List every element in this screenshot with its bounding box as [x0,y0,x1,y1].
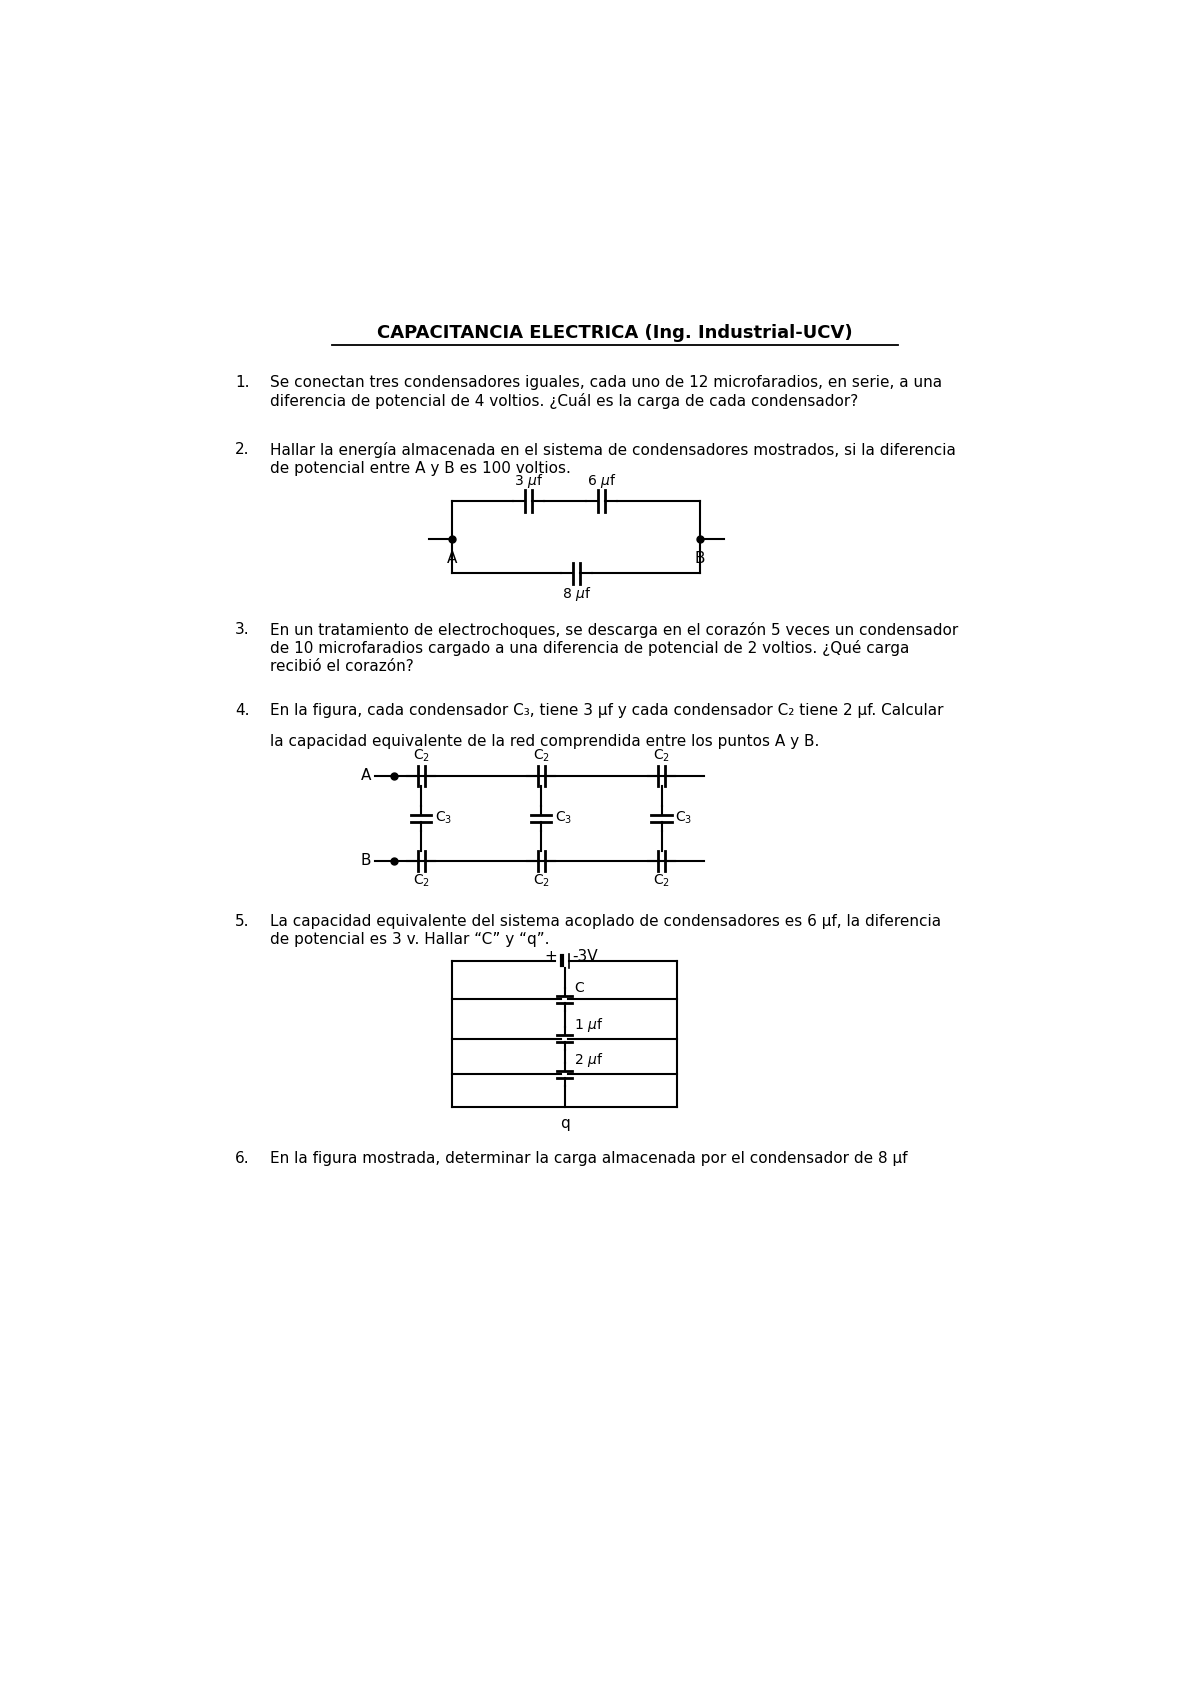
Text: CAPACITANCIA ELECTRICA (Ing. Industrial-UCV): CAPACITANCIA ELECTRICA (Ing. Industrial-… [377,324,853,341]
Text: C$_3$: C$_3$ [436,810,452,827]
Text: C$_3$: C$_3$ [676,810,692,827]
Text: -3V: -3V [572,949,598,964]
Text: 5.: 5. [235,915,250,929]
Text: Se conectan tres condensadores iguales, cada uno de 12 microfaradios, en serie, : Se conectan tres condensadores iguales, … [270,375,942,409]
Text: +: + [544,949,557,964]
Text: 4.: 4. [235,703,250,718]
Text: C$_3$: C$_3$ [556,810,572,827]
Text: 1 $\mu$f: 1 $\mu$f [574,1017,604,1034]
Text: 3.: 3. [235,621,250,637]
Text: 6.: 6. [235,1151,250,1167]
Text: la capacidad equivalente de la red comprendida entre los puntos A y B.: la capacidad equivalente de la red compr… [270,734,820,749]
Text: C$_2$: C$_2$ [533,747,550,764]
Text: 1.: 1. [235,375,250,391]
Text: En un tratamiento de electrochoques, se descarga en el corazón 5 veces un conden: En un tratamiento de electrochoques, se … [270,621,959,674]
Text: B: B [360,852,371,868]
Text: C$_2$: C$_2$ [413,873,430,890]
Text: 8 $\mu$f: 8 $\mu$f [562,584,590,603]
Text: En la figura mostrada, determinar la carga almacenada por el condensador de 8 μf: En la figura mostrada, determinar la car… [270,1151,907,1167]
Text: B: B [695,552,706,565]
Text: A: A [448,552,457,565]
Text: 6 $\mu$f: 6 $\mu$f [587,472,617,491]
Text: C$_2$: C$_2$ [653,873,670,890]
Text: La capacidad equivalente del sistema acoplado de condensadores es 6 μf, la difer: La capacidad equivalente del sistema aco… [270,915,941,947]
Text: 2.: 2. [235,443,250,457]
Text: Hallar la energía almacenada en el sistema de condensadores mostrados, si la dif: Hallar la energía almacenada en el siste… [270,443,956,475]
Text: 3 $\mu$f: 3 $\mu$f [514,472,542,491]
Text: C: C [574,981,583,995]
Text: A: A [360,769,371,783]
Text: C$_2$: C$_2$ [413,747,430,764]
Text: En la figura, cada condensador C₃, tiene 3 μf y cada condensador C₂ tiene 2 μf. : En la figura, cada condensador C₃, tiene… [270,703,943,718]
Text: C$_2$: C$_2$ [653,747,670,764]
Text: C$_2$: C$_2$ [533,873,550,890]
Text: q: q [559,1116,570,1131]
Text: 2 $\mu$f: 2 $\mu$f [574,1051,604,1070]
